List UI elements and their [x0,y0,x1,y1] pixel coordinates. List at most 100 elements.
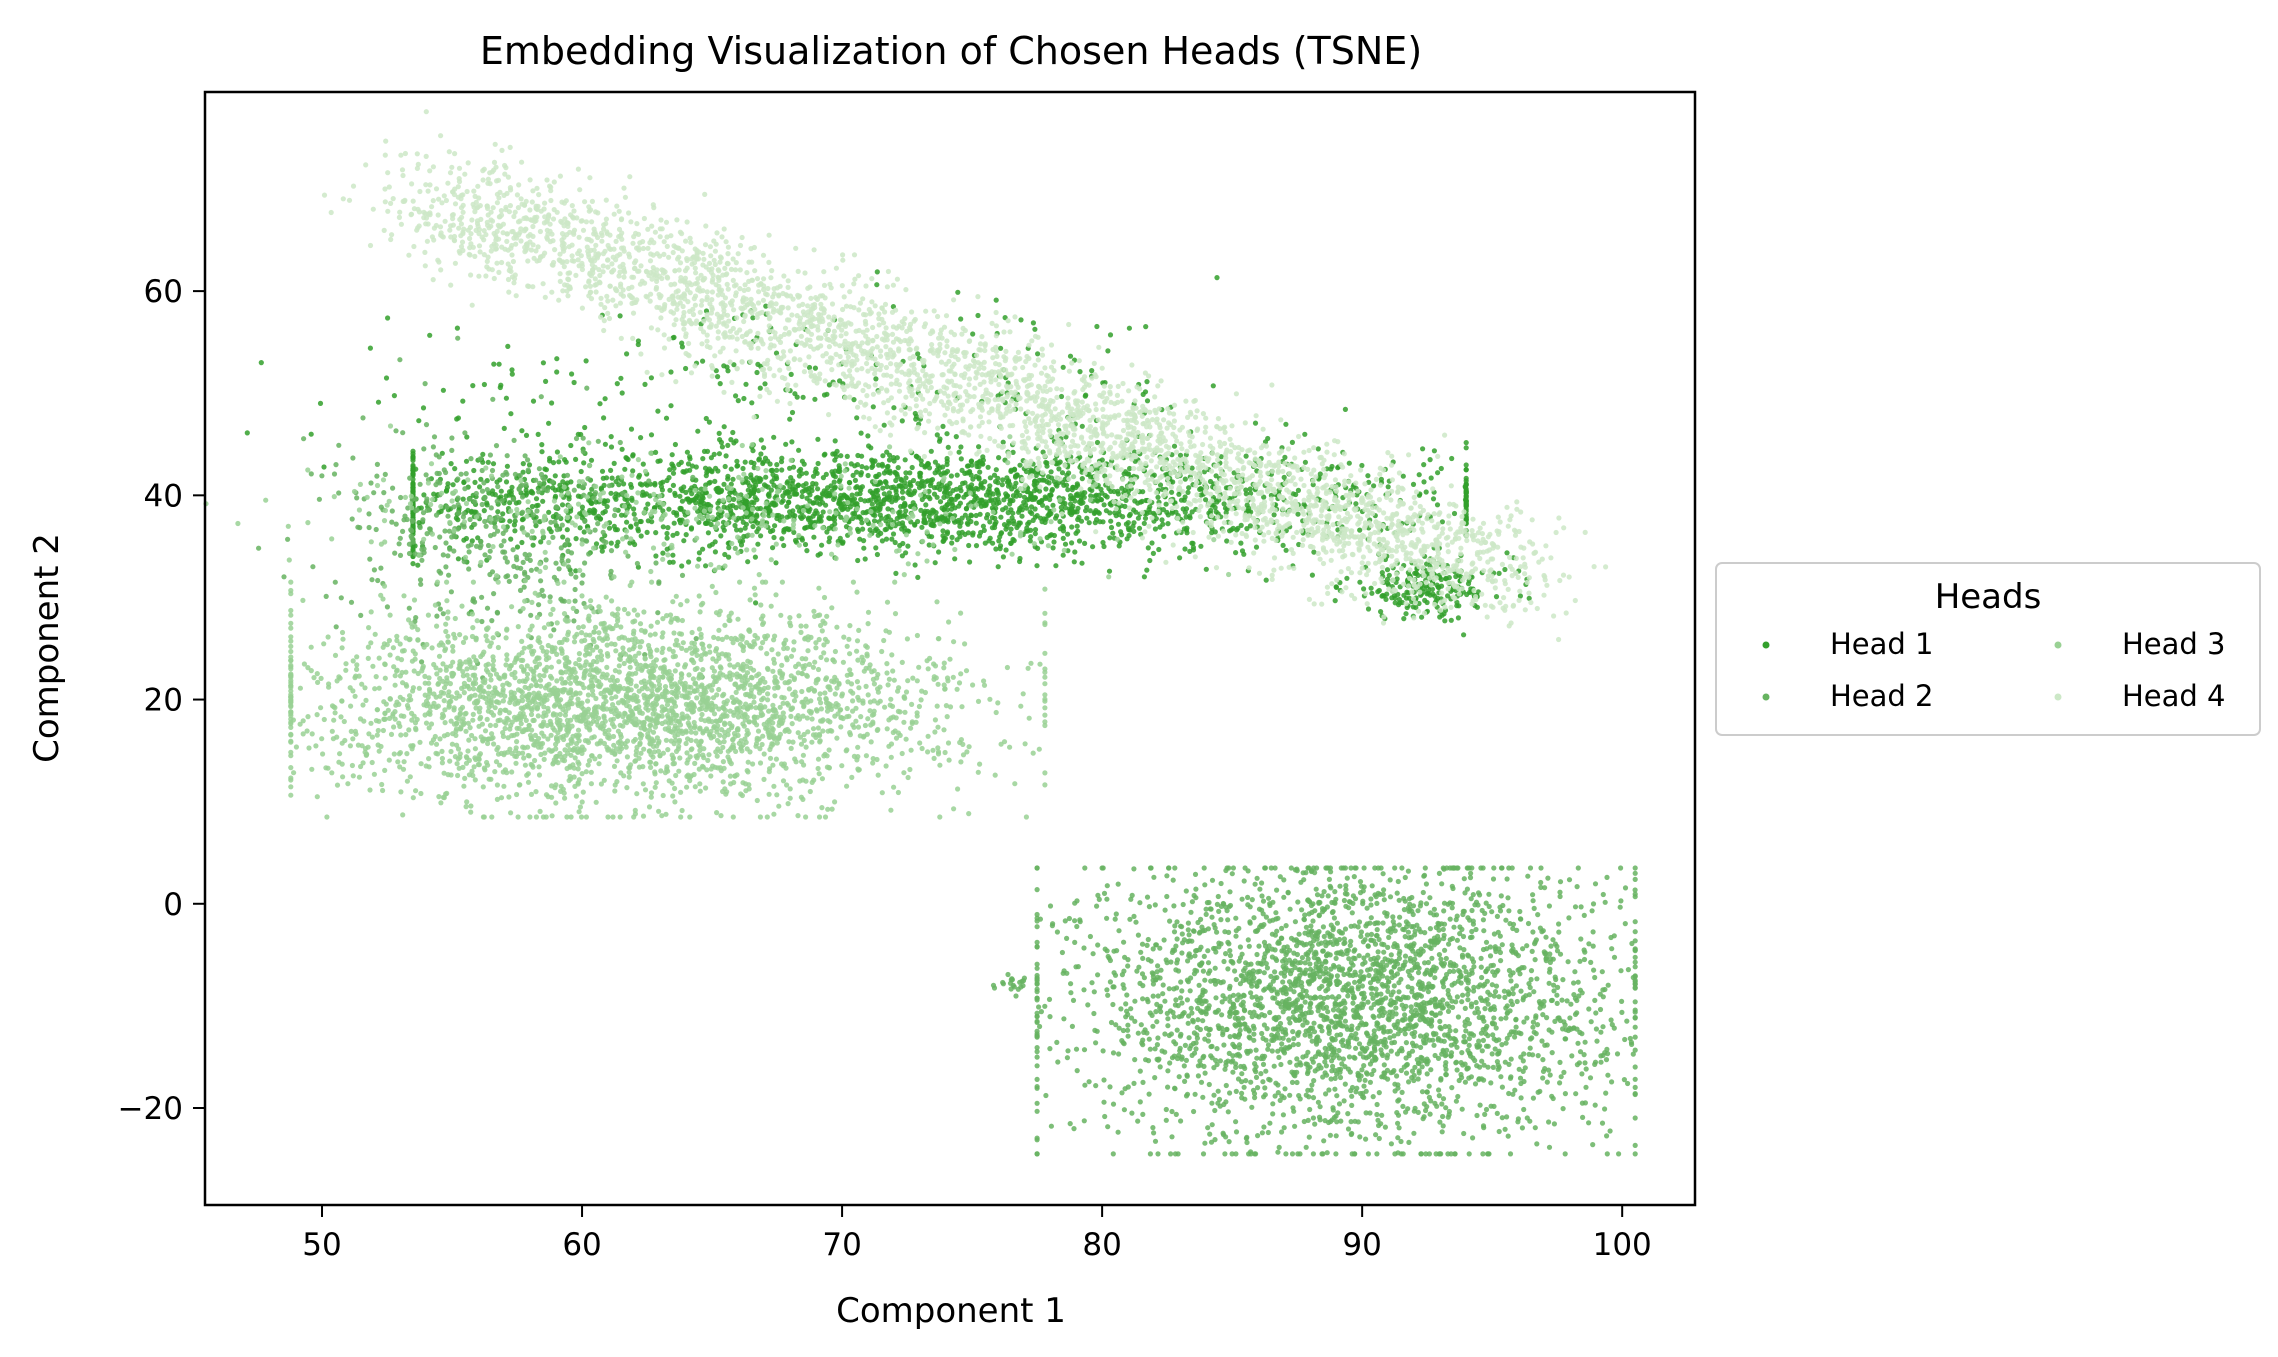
data-point [1155,963,1161,969]
data-point [944,461,950,468]
data-point [1037,1023,1043,1030]
data-point [691,497,697,503]
data-point [1361,994,1368,1000]
data-point [1001,522,1008,528]
data-point [1189,540,1195,546]
data-point [1485,1033,1491,1039]
data-point [1140,1079,1146,1085]
data-point [862,556,868,562]
data-point [1247,486,1253,492]
data-point [1521,1078,1527,1085]
data-point [1323,943,1329,949]
data-point [614,543,620,549]
data-point [1267,1120,1273,1126]
data-point [1519,1125,1525,1131]
data-point [884,449,890,455]
data-point [1136,525,1143,531]
data-point [1588,959,1594,966]
data-point [1257,886,1263,892]
data-point [627,540,633,546]
data-point [1157,1064,1163,1070]
data-point [803,470,809,476]
data-point [559,502,566,508]
data-point [1208,978,1214,984]
data-point [1168,1151,1174,1157]
data-point [1311,1020,1317,1026]
data-point [1289,1151,1296,1157]
data-point [918,462,925,468]
data-point [1336,1047,1342,1054]
data-point [1008,526,1014,532]
data-point [1590,943,1596,949]
data-point [630,468,636,474]
data-point [520,461,526,467]
data-point [533,496,540,502]
data-point [1528,968,1535,974]
data-point [431,491,437,497]
data-point [940,533,946,539]
data-point [550,460,557,466]
data-point [1407,955,1413,962]
data-point [792,491,798,497]
data-point [1105,953,1111,960]
data-point [1262,865,1268,871]
data-point [874,269,880,275]
data-point [1619,998,1625,1005]
data-point [1462,890,1468,896]
data-point [1152,1046,1158,1052]
data-point [1144,379,1150,385]
data-point [795,504,801,510]
data-point [1050,502,1056,508]
data-point [787,416,793,422]
data-point [870,404,876,410]
data-point [1032,531,1038,537]
data-point [1329,909,1335,916]
data-point [1557,879,1564,885]
data-point [1349,910,1355,916]
data-point [717,437,723,443]
data-point [1227,1009,1233,1015]
data-point [1478,955,1484,962]
data-point [1034,887,1040,893]
data-point [987,519,993,525]
data-point [1201,469,1207,475]
data-point [1447,1028,1453,1034]
data-point [703,563,709,569]
data-point [1437,1018,1443,1024]
data-point [1129,1110,1135,1116]
data-point [958,456,964,462]
data-point [1186,1035,1192,1041]
data-point [874,473,880,480]
data-point [1402,953,1409,959]
data-point [1054,929,1060,935]
data-point [668,403,674,409]
data-point [1498,893,1504,899]
data-point [715,468,721,474]
data-point [1485,1064,1491,1070]
data-point [1150,550,1156,557]
data-point [575,493,582,499]
data-point [1288,865,1294,871]
data-point [1412,1064,1418,1070]
data-point [1443,955,1449,962]
data-point [633,521,639,527]
data-point [1418,993,1424,999]
data-point [1590,901,1597,907]
data-point [1111,970,1117,976]
data-point [385,315,391,321]
data-point [1203,1025,1209,1031]
data-point [504,463,510,469]
data-point [1078,497,1084,503]
data-point [1169,949,1175,956]
data-point [1069,524,1075,530]
data-point [1173,997,1179,1003]
data-point [602,396,608,402]
data-point [902,457,908,463]
data-point [1276,1054,1282,1060]
data-point [1466,1151,1472,1157]
data-point [1102,946,1108,952]
data-point [669,452,675,458]
data-point [1056,466,1062,472]
data-point [1411,960,1417,966]
